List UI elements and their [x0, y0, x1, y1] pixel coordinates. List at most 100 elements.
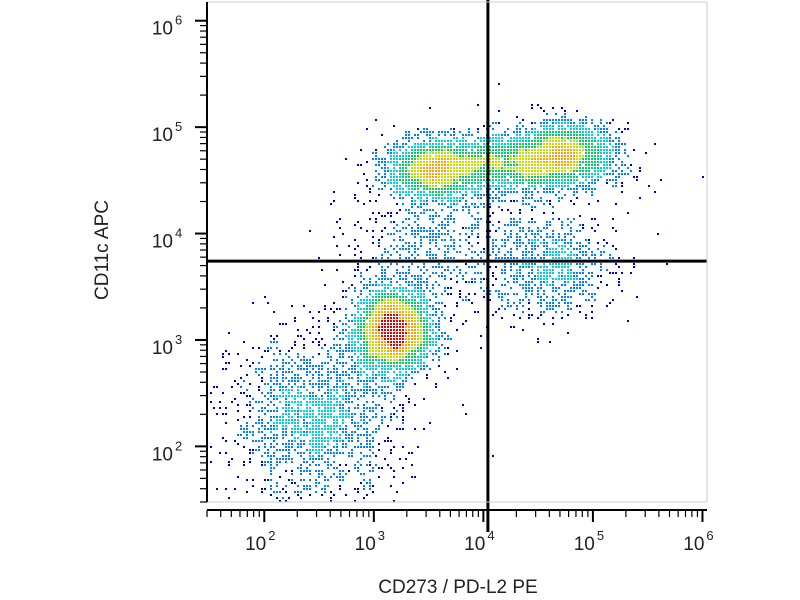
event-point: [285, 377, 287, 379]
event-point: [534, 134, 536, 136]
event-point: [285, 410, 287, 412]
event-point: [333, 404, 335, 406]
event-point: [591, 155, 593, 157]
event-point: [402, 410, 404, 412]
event-point: [570, 188, 572, 190]
event-point: [576, 284, 578, 286]
event-point: [336, 383, 338, 385]
event-point: [567, 308, 569, 310]
event-point: [384, 320, 386, 322]
event-point: [408, 158, 410, 160]
event-point: [549, 128, 551, 130]
event-point: [249, 410, 251, 412]
event-point: [498, 137, 500, 139]
event-point: [594, 293, 596, 295]
event-point: [510, 137, 512, 139]
event-point: [288, 368, 290, 370]
event-point: [246, 404, 248, 406]
event-point: [510, 170, 512, 172]
event-point: [441, 182, 443, 184]
event-point: [612, 218, 614, 220]
event-point: [549, 248, 551, 250]
event-point: [366, 392, 368, 394]
event-point: [537, 140, 539, 142]
event-point: [456, 185, 458, 187]
event-point: [552, 155, 554, 157]
event-point: [396, 158, 398, 160]
event-point: [585, 299, 587, 301]
event-point: [423, 167, 425, 169]
event-point: [402, 356, 404, 358]
event-point: [603, 170, 605, 172]
event-point: [426, 332, 428, 334]
event-point: [273, 428, 275, 430]
event-point: [561, 248, 563, 250]
event-point: [621, 173, 623, 175]
event-point: [609, 161, 611, 163]
event-point: [438, 248, 440, 250]
event-point: [414, 308, 416, 310]
event-point: [306, 362, 308, 364]
event-point: [561, 251, 563, 253]
event-point: [369, 449, 371, 451]
event-point: [525, 290, 527, 292]
event-point: [501, 140, 503, 142]
event-point: [339, 218, 341, 220]
event-point: [390, 173, 392, 175]
event-point: [429, 107, 431, 109]
event-point: [489, 155, 491, 157]
event-point: [540, 173, 542, 175]
event-point: [264, 464, 266, 466]
event-point: [564, 179, 566, 181]
event-point: [432, 359, 434, 361]
event-point: [501, 137, 503, 139]
event-point: [483, 125, 485, 127]
event-point: [423, 347, 425, 349]
event-point: [582, 224, 584, 226]
event-point: [576, 137, 578, 139]
event-point: [387, 287, 389, 289]
event-point: [480, 185, 482, 187]
event-point: [408, 284, 410, 286]
event-point: [498, 257, 500, 259]
event-point: [282, 323, 284, 325]
event-point: [555, 143, 557, 145]
event-point: [477, 182, 479, 184]
event-point: [372, 407, 374, 409]
event-point: [354, 389, 356, 391]
event-point: [423, 161, 425, 163]
event-point: [375, 365, 377, 367]
event-point: [354, 353, 356, 355]
event-point: [468, 179, 470, 181]
event-point: [489, 137, 491, 139]
event-point: [246, 395, 248, 397]
event-point: [396, 305, 398, 307]
event-point: [327, 413, 329, 415]
event-point: [246, 374, 248, 376]
event-point: [546, 233, 548, 235]
event-point: [474, 311, 476, 313]
event-point: [321, 380, 323, 382]
event-point: [396, 491, 398, 493]
event-point: [504, 266, 506, 268]
event-point: [432, 353, 434, 355]
event-point: [381, 335, 383, 337]
event-point: [414, 134, 416, 136]
event-point: [336, 350, 338, 352]
event-point: [510, 218, 512, 220]
event-point: [345, 389, 347, 391]
event-point: [549, 203, 551, 205]
event-point: [435, 227, 437, 229]
event-point: [597, 134, 599, 136]
event-point: [357, 374, 359, 376]
event-point: [435, 197, 437, 199]
event-point: [501, 257, 503, 259]
event-point: [489, 152, 491, 154]
event-point: [285, 419, 287, 421]
event-point: [303, 362, 305, 364]
event-point: [414, 185, 416, 187]
event-point: [582, 188, 584, 190]
event-point: [522, 266, 524, 268]
event-point: [561, 125, 563, 127]
event-point: [558, 173, 560, 175]
